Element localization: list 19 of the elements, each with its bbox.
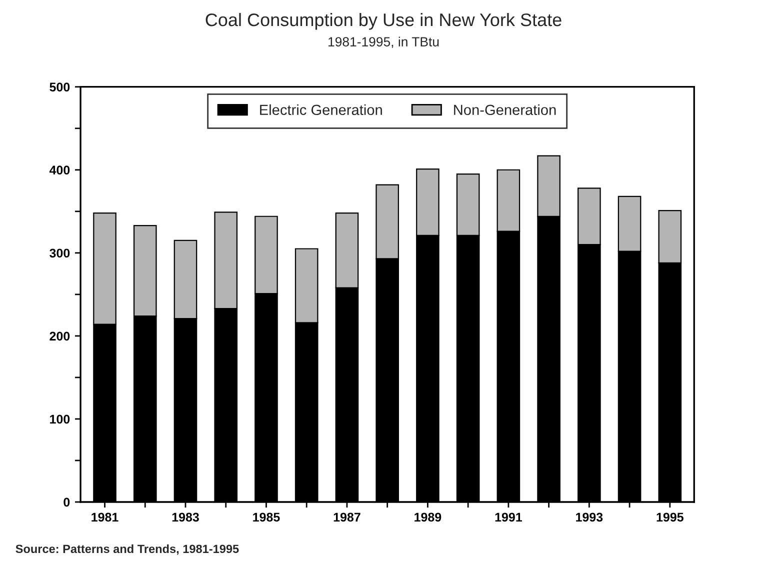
legend-label: Non-Generation (454, 104, 556, 116)
y-tick-label: 500 (50, 82, 70, 92)
y-tick-label: 200 (50, 332, 70, 341)
x-tick-label: 1981 (92, 512, 118, 522)
x-tick-label: 1993 (576, 512, 603, 522)
y-tick-label: 400 (49, 166, 70, 175)
legend-label: Electric Generation (260, 104, 382, 116)
x-tick-label: 1995 (656, 512, 684, 522)
x-tick-label: 1983 (172, 512, 199, 522)
chart-title: Coal Consumption by Use in New York State (206, 12, 562, 30)
chart-subtitle: 1981-1995, in TBtu (328, 36, 439, 48)
x-tick-label: 1985 (253, 512, 280, 522)
x-tick-label: 1991 (495, 512, 522, 522)
y-tick-label: 300 (50, 248, 70, 258)
x-tick-label: 1987 (334, 512, 360, 522)
source-note: Source: Patterns and Trends, 1981-1995 (16, 544, 239, 555)
y-tick-label: 100 (50, 414, 70, 424)
y-tick-label: 0 (64, 498, 70, 507)
x-tick-label: 1989 (414, 512, 442, 522)
